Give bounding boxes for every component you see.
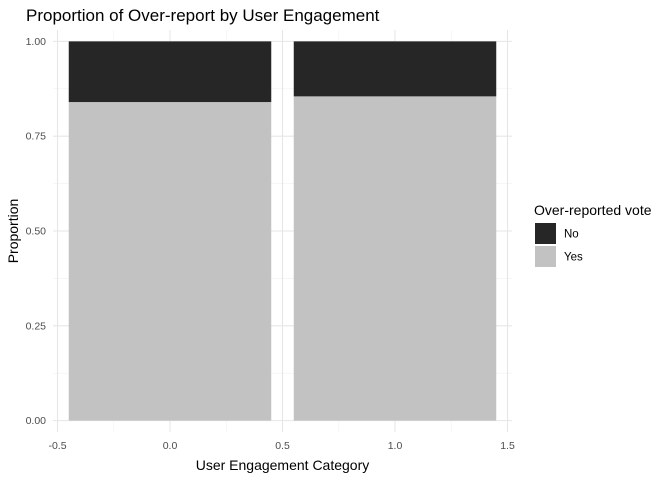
legend-key-yes	[535, 246, 556, 267]
legend-title: Over-reported vote	[534, 202, 652, 218]
bars	[68, 41, 497, 421]
x-tick-label: -0.5	[48, 440, 66, 452]
y-tick-label: 0.50	[26, 226, 47, 238]
x-tick-label: 1.0	[388, 440, 403, 452]
y-tick-label: 0.75	[26, 131, 47, 143]
y-tick-label: 0.00	[26, 415, 47, 427]
x-tick-label: 1.5	[500, 440, 515, 452]
bar-no-1	[293, 41, 497, 97]
y-axis-title: Proportion	[5, 199, 21, 264]
x-axis-ticks: -0.5 0.0 0.5 1.0 1.5	[48, 440, 514, 452]
legend-key-no	[535, 223, 556, 244]
legend-label-no: No	[564, 229, 579, 241]
legend-label-yes: Yes	[564, 252, 583, 264]
bar-yes-0	[68, 102, 272, 421]
y-tick-label: 0.25	[26, 320, 47, 332]
y-axis-ticks: 0.00 0.25 0.50 0.75 1.00	[26, 36, 47, 427]
bar-no-0	[68, 41, 272, 103]
y-tick-label: 1.00	[26, 36, 47, 48]
x-axis-title: User Engagement Category	[196, 457, 370, 473]
bar-yes-1	[293, 96, 497, 421]
chart-title: Proportion of Over-report by User Engage…	[26, 6, 380, 25]
x-tick-label: 0.0	[163, 440, 178, 452]
legend: Over-reported vote No Yes	[534, 202, 652, 267]
x-tick-label: 0.5	[275, 440, 290, 452]
legend-items: No Yes	[535, 223, 583, 267]
